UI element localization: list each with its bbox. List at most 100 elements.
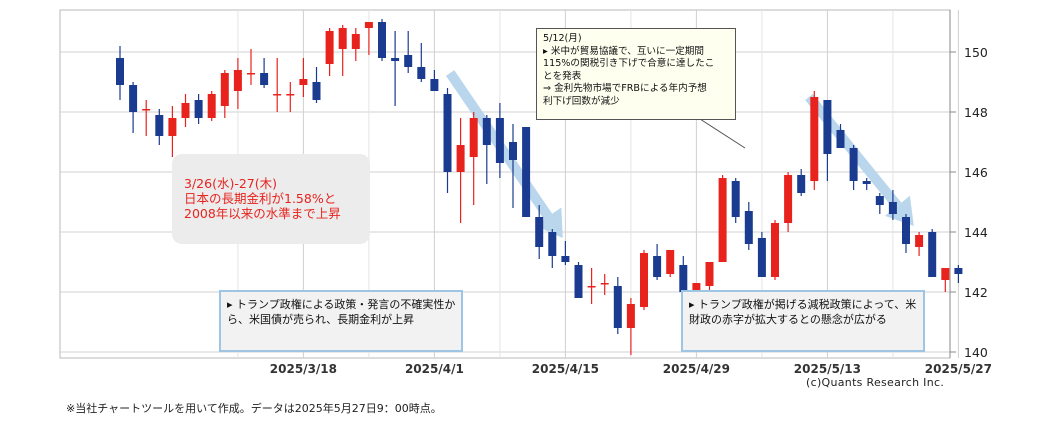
candle-body bbox=[810, 97, 819, 181]
candle-body bbox=[613, 286, 622, 328]
candle-body bbox=[391, 58, 400, 61]
candle-body bbox=[338, 28, 347, 49]
candle-down bbox=[757, 232, 766, 277]
candle-up bbox=[273, 58, 282, 112]
candle-body bbox=[626, 304, 635, 328]
candle-body bbox=[954, 268, 963, 274]
candle-up bbox=[469, 112, 478, 205]
candle-down bbox=[482, 115, 491, 184]
candle-body bbox=[456, 145, 465, 172]
candle-body bbox=[941, 268, 950, 280]
may12-line: 5/12(月) bbox=[543, 33, 582, 44]
candle-up bbox=[626, 298, 635, 355]
candle-down bbox=[522, 127, 531, 217]
candle-down bbox=[679, 256, 688, 295]
candle-down bbox=[404, 31, 413, 73]
candle-up bbox=[325, 28, 334, 76]
candle-body bbox=[705, 262, 714, 286]
candle-down bbox=[260, 58, 269, 88]
y-tick-label: 142 bbox=[964, 285, 988, 300]
x-tick-label: 2025/4/15 bbox=[532, 362, 599, 376]
candle-down bbox=[823, 100, 832, 181]
candle-down bbox=[888, 190, 897, 220]
candle-body bbox=[116, 58, 124, 85]
may12-line: とを発表 bbox=[543, 70, 582, 82]
candle-body bbox=[823, 100, 832, 154]
may12-callout: 5/12(月) ▸ 米中が貿易協議で、互いに一定期間 115%の関税引き下げで合… bbox=[536, 28, 736, 120]
candle-body bbox=[325, 31, 334, 64]
candle-up bbox=[233, 58, 242, 109]
candle-body bbox=[915, 235, 924, 247]
candle-body bbox=[482, 118, 491, 145]
candle-up bbox=[718, 175, 727, 262]
candle-body bbox=[522, 127, 531, 217]
y-tick-label: 148 bbox=[964, 105, 988, 120]
candle-down bbox=[797, 169, 806, 196]
candle-up bbox=[456, 118, 465, 223]
candle-body bbox=[849, 148, 858, 181]
candle-up bbox=[666, 250, 675, 277]
candle-down bbox=[548, 229, 557, 268]
candle-body bbox=[574, 265, 583, 298]
deficit-box-line: 財政の赤字が拡大するとの懸念が広がる bbox=[689, 313, 887, 326]
candle-up bbox=[915, 232, 924, 256]
may12-line: 利下げ回数が減少 bbox=[543, 95, 620, 107]
candle-body bbox=[875, 196, 884, 205]
candle-body bbox=[862, 181, 871, 184]
candle-down bbox=[875, 193, 884, 214]
candle-body bbox=[495, 118, 504, 163]
candle-down bbox=[928, 229, 937, 277]
candle-body bbox=[731, 181, 740, 217]
candle-body bbox=[902, 217, 910, 244]
candle-up bbox=[351, 28, 360, 61]
candle-down bbox=[129, 82, 138, 133]
candle-up bbox=[810, 91, 819, 190]
candle-up bbox=[168, 106, 177, 157]
candle-down bbox=[443, 88, 452, 193]
tariff-box-line: ら、米国債が売られ、長期金利が上昇 bbox=[227, 313, 415, 326]
x-tick-label: 2025/4/1 bbox=[405, 362, 464, 376]
tariff-box-line: ▸ トランプ政権による政策・発言の不確実性か bbox=[227, 298, 456, 311]
candle-body bbox=[718, 178, 727, 262]
trend-arrow-head bbox=[534, 207, 563, 238]
candle-body bbox=[692, 283, 701, 292]
candle-down bbox=[391, 31, 400, 106]
candle-up bbox=[299, 58, 308, 97]
callout-pointer bbox=[699, 118, 746, 149]
candle-body bbox=[561, 256, 570, 262]
candle-up bbox=[247, 49, 255, 85]
x-tick-label: 2025/5/27 bbox=[925, 362, 992, 376]
candle-down bbox=[194, 94, 203, 124]
candle-body bbox=[797, 175, 806, 193]
candle-body bbox=[155, 115, 164, 136]
candle-up bbox=[600, 274, 609, 295]
boj-note-line: 日本の長期金利が1.58%と bbox=[184, 191, 337, 206]
candle-up bbox=[587, 268, 596, 304]
candle-body bbox=[509, 142, 517, 160]
candle-down bbox=[613, 277, 622, 334]
may12-line: 115%の関税引き下げで合意に達したこ bbox=[543, 58, 715, 69]
x-tick-label: 2025/3/18 bbox=[270, 362, 337, 376]
candle-up bbox=[286, 82, 295, 112]
candle-down bbox=[155, 109, 164, 145]
may12-line: ▸ 米中が貿易協議で、互いに一定期間 bbox=[543, 45, 704, 57]
candle-up bbox=[784, 172, 793, 232]
candle-body bbox=[666, 250, 675, 274]
candle-body bbox=[548, 232, 557, 256]
candle-body bbox=[771, 223, 779, 277]
candle-down bbox=[116, 46, 124, 100]
candle-body bbox=[168, 118, 177, 136]
candle-body bbox=[378, 22, 386, 58]
tariff-uncertainty-annotation: ▸ トランプ政権による政策・発言の不確実性か ら、米国債が売られ、長期金利が上昇 bbox=[219, 290, 463, 352]
candle-body bbox=[469, 118, 478, 157]
candle-up bbox=[338, 25, 347, 76]
candle-up bbox=[364, 22, 373, 55]
candle-down bbox=[535, 205, 544, 259]
candle-body bbox=[679, 265, 688, 292]
candle-body bbox=[430, 79, 439, 91]
candle-down bbox=[312, 67, 321, 103]
chart-credit: (c)Quants Research Inc. bbox=[806, 376, 945, 389]
candle-body bbox=[600, 283, 609, 285]
y-tick-label: 150 bbox=[964, 45, 988, 60]
y-tick-label: 140 bbox=[964, 345, 988, 360]
